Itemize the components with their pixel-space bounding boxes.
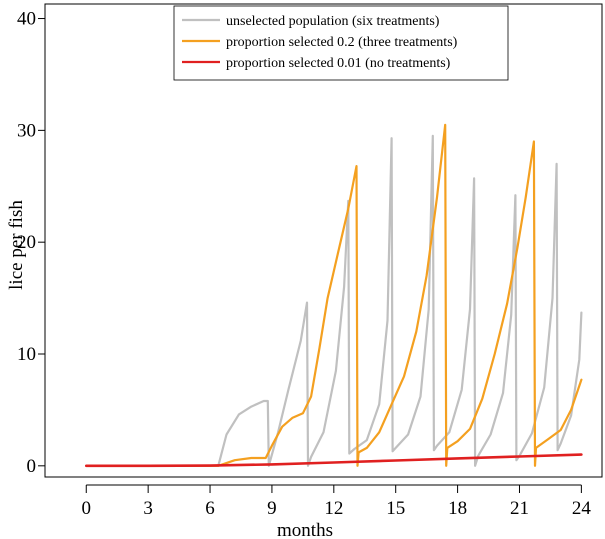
x-axis-label: months [277, 520, 333, 539]
x-tick-label: 15 [386, 498, 405, 519]
series-layer [85, 123, 583, 468]
y-tick-label: 0 [27, 456, 37, 477]
series-line-2 [85, 123, 583, 467]
x-tick-label: 24 [572, 498, 592, 519]
y-axis: 0 10 20 30 40 [17, 9, 45, 477]
y-axis-label: lice per fish [6, 200, 27, 290]
x-tick-label: 18 [448, 498, 467, 519]
y-tick-label: 40 [17, 9, 36, 30]
legend: unselected population (six treatments) pr… [173, 5, 509, 81]
x-tick-label: 12 [324, 498, 343, 519]
legend-box [173, 5, 509, 81]
y-tick-label: 20 [17, 232, 36, 253]
plot-frame [44, 3, 603, 478]
legend-label-1: unselected population (six treatments) [226, 14, 440, 29]
y-tick-label: 30 [17, 120, 36, 141]
series-line-1 [85, 134, 583, 467]
legend-label-2: proportion selected 0.2 (three treatment… [226, 35, 458, 50]
x-tick-label: 9 [267, 498, 277, 519]
x-tick-label: 0 [82, 498, 92, 519]
x-tick-label: 3 [143, 498, 153, 519]
series-line-3 [85, 453, 583, 468]
x-tick-label: 6 [205, 498, 215, 519]
y-tick-label: 10 [17, 344, 36, 365]
x-axis: 0 3 6 9 12 15 18 21 24 [82, 484, 592, 519]
legend-label-3: proportion selected 0.01 (no treatments) [226, 56, 451, 71]
x-tick-label: 21 [510, 498, 529, 519]
